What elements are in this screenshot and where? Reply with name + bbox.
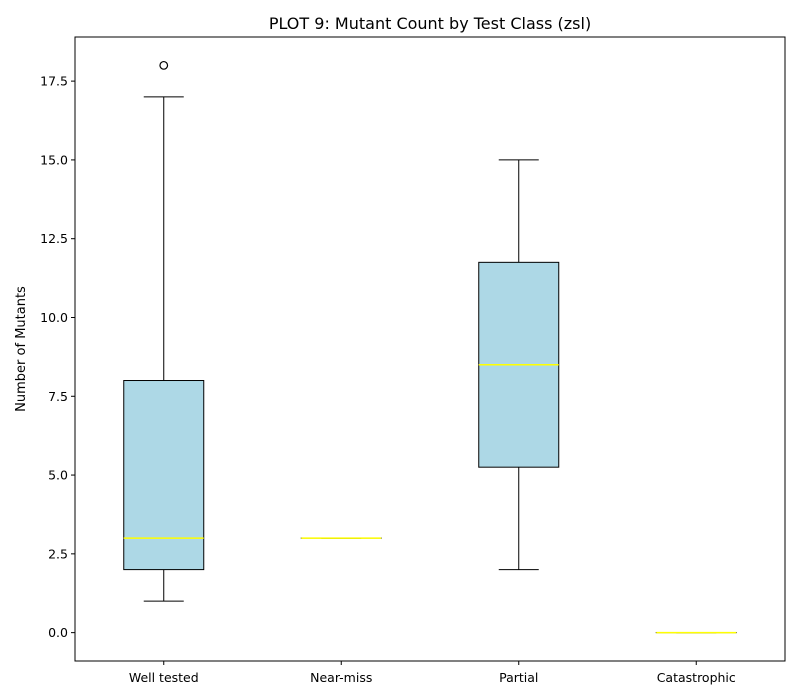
- x-tick-label: Near-miss: [310, 670, 372, 685]
- plot-frame: [74, 36, 786, 662]
- y-tick-label: 2.5: [48, 546, 68, 561]
- chart-title: PLOT 9: Mutant Count by Test Class (zsl): [269, 14, 591, 33]
- y-tick-label: 10.0: [40, 310, 68, 325]
- y-tick-label: 12.5: [40, 231, 68, 246]
- x-tick-label: Well tested: [129, 670, 199, 685]
- x-tick-label: Catastrophic: [657, 670, 736, 685]
- x-tick-label: Partial: [499, 670, 538, 685]
- y-tick-label: 0.0: [48, 625, 68, 640]
- plot-area: 0.0 2.5 5.0 7.5 10.0 12.5 15.0 17.5 Well tested N…: [40, 60, 737, 685]
- y-tick-label: 7.5: [48, 389, 68, 404]
- y-tick-label: 15.0: [40, 152, 68, 167]
- y-tick-label: 17.5: [40, 74, 68, 89]
- y-axis-label: Number of Mutants: [14, 286, 29, 412]
- box-iqr: [123, 380, 205, 571]
- outlier-point: [159, 60, 169, 70]
- y-tick-label: 5.0: [48, 468, 68, 483]
